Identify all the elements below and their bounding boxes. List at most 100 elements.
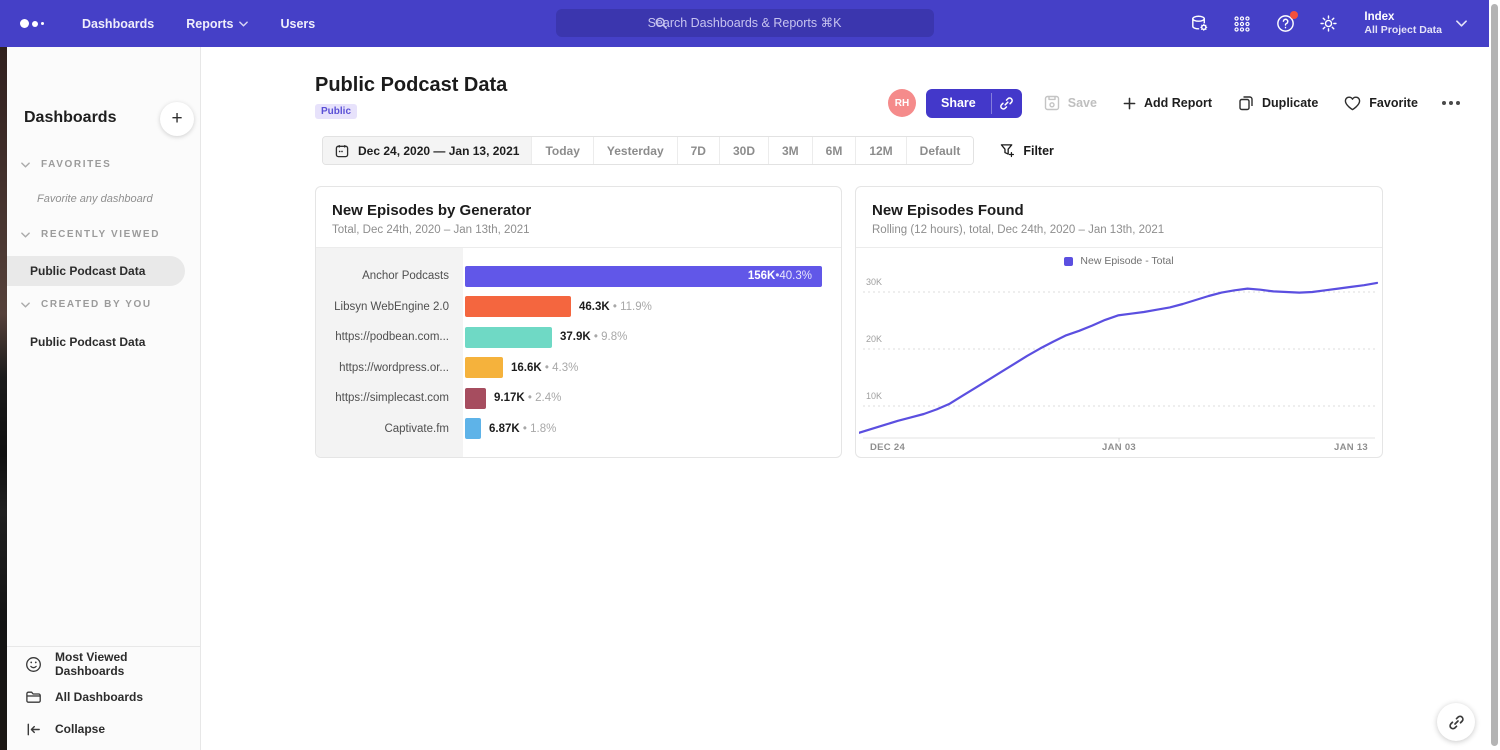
project-subtitle: All Project Data [1364, 24, 1442, 37]
sidebar: Dashboards + FAVORITES Favorite any dash… [7, 47, 201, 750]
bar-segment[interactable] [465, 388, 486, 409]
chevron-down-icon [21, 232, 30, 238]
bar-segment[interactable]: 156K • 40.3% [465, 266, 822, 287]
chart-subtitle: Total, Dec 24th, 2020 – Jan 13th, 2021 [332, 224, 825, 236]
preset-yesterday[interactable]: Yesterday [593, 137, 677, 164]
sidebar-section-favorites[interactable]: FAVORITES [21, 159, 111, 170]
date-toolbar: Dec 24, 2020 — Jan 13, 2021 TodayYesterd… [322, 136, 1054, 165]
link-icon [1448, 714, 1465, 731]
chart-title: New Episodes Found [872, 202, 1366, 219]
preset-6m[interactable]: 6M [812, 137, 856, 164]
preset-30d[interactable]: 30D [719, 137, 768, 164]
logo-dot [20, 19, 29, 28]
settings-gear-icon[interactable] [1317, 13, 1339, 35]
bar-category-label: https://wordpress.or... [316, 362, 463, 374]
filter-funnel-icon [1000, 143, 1015, 158]
bar-value-label: 46.3K • 11.9% [579, 301, 652, 313]
bar-pct-label: 4.3% [552, 362, 578, 374]
bar-value-label: 6.87K • 1.8% [489, 423, 556, 435]
section-label: FAVORITES [41, 159, 111, 170]
favorite-button[interactable]: Favorite [1344, 96, 1418, 111]
bar-pct-label: 11.9% [620, 301, 652, 313]
all-dashboards-button[interactable]: All Dashboards [18, 681, 198, 713]
bar-category-label: Anchor Podcasts [316, 270, 463, 282]
nav-item-dashboards[interactable]: Dashboards [70, 9, 166, 39]
chart-subtitle: Rolling (12 hours), total, Dec 24th, 202… [872, 224, 1366, 236]
bar-separator: • [525, 392, 535, 404]
nav-item-label: Users [280, 17, 315, 31]
bar-track: 9.17K • 2.4% [463, 388, 841, 409]
add-dashboard-button[interactable]: + [160, 102, 194, 136]
bar-value-label: 156K [748, 270, 776, 282]
sidebar-section-created-by-you[interactable]: CREATED BY YOU [21, 299, 152, 310]
collapse-sidebar-button[interactable]: Collapse [18, 713, 198, 745]
bar-value-label: 9.17K • 2.4% [494, 392, 561, 404]
bar-segment[interactable] [465, 357, 503, 378]
nav-item-reports[interactable]: Reports [174, 9, 260, 39]
top-navbar: Dashboards Reports Users [0, 0, 1489, 47]
apps-grid-icon[interactable] [1231, 13, 1253, 35]
save-button[interactable]: Save [1044, 95, 1097, 111]
background-window-sliver [0, 47, 7, 750]
sidebar-item-public-podcast-data[interactable]: Public Podcast Data [30, 335, 145, 349]
bar-track: 46.3K • 11.9% [463, 296, 841, 317]
more-options-button[interactable] [1442, 101, 1460, 105]
footer-item-label: Most Viewed Dashboards [55, 650, 198, 678]
card-new-episodes-by-generator: New Episodes by Generator Total, Dec 24t… [315, 186, 842, 458]
logo-dot [32, 21, 38, 27]
share-button-label[interactable]: Share [926, 89, 991, 118]
date-range-picker[interactable]: Dec 24, 2020 — Jan 13, 2021 [323, 137, 531, 164]
bar-row-https-podbean-com: https://podbean.com...37.9K • 9.8% [316, 322, 841, 353]
favorites-empty-text: Favorite any dashboard [37, 193, 153, 205]
bar-segment[interactable] [465, 418, 481, 439]
bar-row-anchor-podcasts: Anchor Podcasts156K • 40.3% [316, 261, 841, 292]
bar-pct-label: 9.8% [601, 331, 627, 343]
share-link-floating-button[interactable] [1437, 703, 1475, 741]
save-icon [1044, 95, 1060, 111]
bar-track: 156K • 40.3% [463, 266, 841, 287]
line-chart[interactable] [859, 273, 1379, 443]
preset-default[interactable]: Default [906, 137, 974, 164]
copy-link-button[interactable] [992, 89, 1022, 118]
preset-3m[interactable]: 3M [768, 137, 812, 164]
bar-separator: • [610, 301, 620, 313]
add-report-button[interactable]: Add Report [1123, 96, 1212, 110]
bar-segment[interactable] [465, 296, 571, 317]
bar-track: 16.6K • 4.3% [463, 357, 841, 378]
filter-button[interactable]: Filter [1000, 143, 1054, 158]
card-header[interactable]: New Episodes Found Rolling (12 hours), t… [856, 187, 1382, 248]
preset-12m[interactable]: 12M [855, 137, 905, 164]
help-icon[interactable] [1274, 13, 1296, 35]
preset-7d[interactable]: 7D [677, 137, 719, 164]
notification-badge [1290, 11, 1298, 19]
duplicate-button[interactable]: Duplicate [1238, 95, 1318, 111]
sidebar-section-recently-viewed[interactable]: RECENTLY VIEWED [21, 229, 160, 240]
navbar-right: Index All Project Data [1188, 0, 1467, 47]
card-header[interactable]: New Episodes by Generator Total, Dec 24t… [316, 187, 841, 248]
footer-item-label: All Dashboards [55, 690, 143, 704]
sidebar-item-public-podcast-data-selected[interactable]: Public Podcast Data [7, 256, 185, 286]
scrollbar-thumb[interactable] [1491, 4, 1498, 746]
bar-segment[interactable] [465, 327, 552, 348]
section-label: CREATED BY YOU [41, 299, 152, 310]
project-switcher[interactable]: Index All Project Data [1364, 10, 1467, 37]
y-tick-10k: 10K [866, 391, 882, 401]
amplitude-logo[interactable] [20, 19, 44, 28]
legend-swatch [1064, 257, 1073, 266]
data-icon[interactable] [1188, 13, 1210, 35]
bar-pct-label: 2.4% [535, 392, 561, 404]
sidebar-footer-divider [7, 646, 200, 647]
share-button[interactable]: Share [926, 89, 1022, 118]
favorite-label: Favorite [1369, 96, 1418, 110]
most-viewed-dashboards-button[interactable]: Most Viewed Dashboards [18, 648, 198, 680]
collapse-icon [25, 721, 42, 738]
bar-track: 6.87K • 1.8% [463, 418, 841, 439]
chevron-down-icon [21, 162, 30, 168]
chart-legend[interactable]: New Episode - Total [856, 255, 1382, 267]
public-badge: Public [315, 104, 357, 119]
avatar[interactable]: RH [888, 89, 916, 117]
bar-category-label: Captivate.fm [316, 423, 463, 435]
preset-today[interactable]: Today [531, 137, 592, 164]
search-input[interactable] [556, 9, 934, 37]
nav-item-users[interactable]: Users [268, 9, 327, 39]
